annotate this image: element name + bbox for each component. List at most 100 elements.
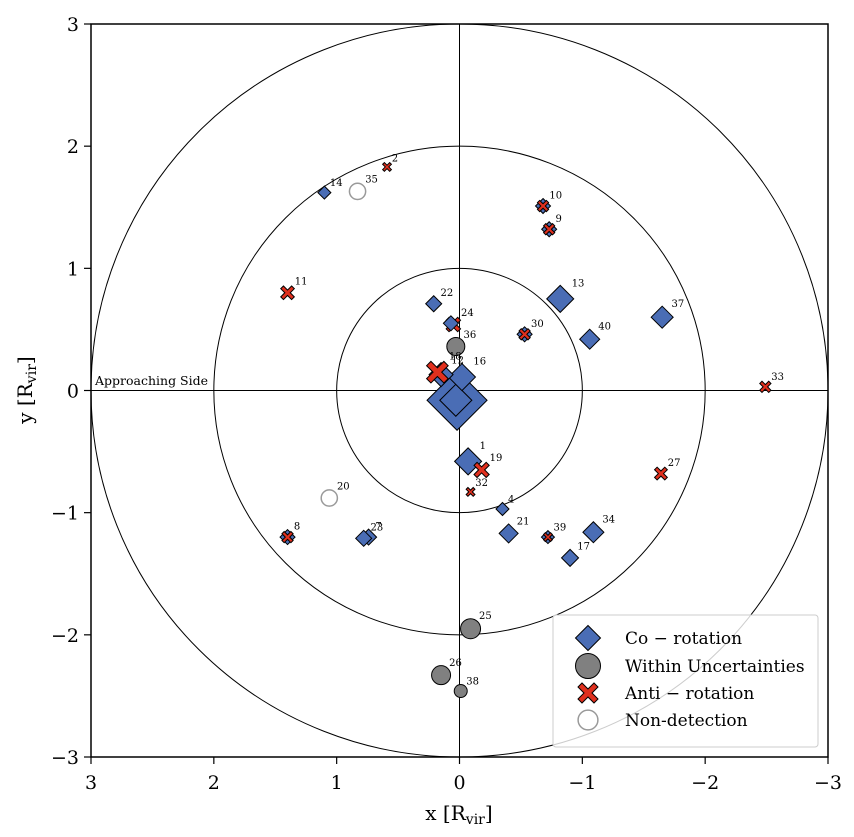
data-point-nondet-35 bbox=[348, 182, 367, 201]
data-point-co-22 bbox=[424, 295, 443, 313]
x-axis-label-sub: vir bbox=[465, 812, 485, 828]
data-points bbox=[279, 161, 772, 699]
point-label-23: 23 bbox=[370, 523, 383, 534]
y-tick-label: 1 bbox=[67, 258, 79, 280]
point-label-12: 12 bbox=[451, 355, 464, 366]
point-label-20: 20 bbox=[337, 481, 350, 492]
x-axis-label-main: x [R bbox=[425, 801, 466, 825]
legend: Co − rotation Within Uncertainties Anti … bbox=[552, 614, 819, 748]
point-label-30: 30 bbox=[531, 319, 544, 330]
data-point-co-37 bbox=[650, 305, 674, 329]
legend-box bbox=[552, 614, 819, 748]
data-point-co-16 bbox=[447, 362, 477, 392]
y-tick-label: −3 bbox=[51, 747, 79, 769]
data-point-co-1 bbox=[439, 383, 473, 417]
legend-label-co: Co − rotation bbox=[625, 629, 742, 649]
x-tick-label: 3 bbox=[85, 772, 97, 794]
x-tick-label: 1 bbox=[331, 772, 343, 794]
point-label-13: 13 bbox=[572, 278, 585, 289]
point-label-36: 36 bbox=[463, 330, 476, 341]
point-label-16: 16 bbox=[473, 357, 486, 368]
point-label-17: 17 bbox=[577, 542, 590, 553]
legend-symbol-within bbox=[575, 653, 601, 679]
data-point-co-1 bbox=[453, 447, 483, 476]
point-label-38: 38 bbox=[466, 677, 479, 688]
legend-marker-anti bbox=[577, 682, 599, 704]
point-label-39: 39 bbox=[553, 523, 566, 534]
x-tick-label: 0 bbox=[453, 772, 465, 794]
point-label-21: 21 bbox=[517, 516, 530, 527]
x-axis-label-end: ] bbox=[485, 801, 493, 825]
legend-label-nondet: Non-detection bbox=[625, 711, 748, 731]
point-label-2: 2 bbox=[392, 153, 398, 164]
data-point-co-40 bbox=[578, 328, 601, 350]
point-label-9: 9 bbox=[556, 214, 562, 225]
point-label-4: 4 bbox=[508, 494, 514, 505]
point-label-14: 14 bbox=[330, 178, 343, 189]
data-point-co-34 bbox=[582, 521, 605, 544]
data-point-within-38 bbox=[453, 684, 468, 699]
y-axis-label-end: ] bbox=[13, 356, 37, 364]
data-point-anti-2 bbox=[381, 161, 393, 173]
data-point-anti-29 bbox=[542, 531, 554, 543]
point-label-1: 1 bbox=[480, 441, 486, 452]
y-tick-label: 0 bbox=[67, 381, 79, 403]
data-point-within-36 bbox=[446, 337, 466, 357]
point-label-24: 24 bbox=[461, 308, 474, 319]
data-point-within-26 bbox=[431, 665, 452, 686]
legend-symbol-nondet bbox=[577, 709, 599, 731]
data-point-anti-18 bbox=[425, 360, 449, 384]
x-tick-label: −3 bbox=[814, 772, 842, 794]
y-axis-label-main: y [R bbox=[13, 382, 37, 424]
data-point-nondet-20 bbox=[320, 489, 339, 507]
y-tick-label: −2 bbox=[51, 625, 79, 647]
point-label-33: 33 bbox=[771, 372, 784, 383]
point-label-8: 8 bbox=[294, 522, 300, 533]
point-label-37: 37 bbox=[672, 299, 685, 310]
legend-marker-co bbox=[574, 624, 602, 652]
data-point-within-25 bbox=[460, 618, 482, 640]
data-point-anti-32 bbox=[465, 486, 476, 498]
point-label-19: 19 bbox=[490, 453, 503, 464]
legend-marker-nondet bbox=[577, 709, 599, 731]
data-point-anti-18 bbox=[542, 222, 556, 236]
data-point-co-13 bbox=[546, 284, 575, 314]
y-axis-label: y [Rvir] bbox=[13, 356, 40, 424]
data-point-anti-10 bbox=[518, 327, 531, 341]
point-label-11: 11 bbox=[295, 277, 308, 288]
x-tick-label: −2 bbox=[691, 772, 719, 794]
data-point-anti-27 bbox=[653, 466, 669, 481]
y-tick-label: 2 bbox=[67, 136, 79, 158]
legend-marker-within bbox=[575, 653, 601, 679]
data-point-anti-11 bbox=[280, 285, 296, 301]
data-point-anti-19 bbox=[473, 461, 490, 479]
legend-label-anti: Anti − rotation bbox=[624, 684, 754, 704]
point-label-32: 32 bbox=[475, 478, 488, 489]
y-tick-label: 3 bbox=[67, 14, 79, 36]
point-label-25: 25 bbox=[479, 611, 492, 622]
data-point-co-7 bbox=[442, 315, 460, 332]
point-label-18: 18 bbox=[449, 352, 462, 363]
legend-symbol-anti bbox=[577, 682, 599, 704]
data-point-co-17 bbox=[560, 548, 580, 568]
point-label-7: 7 bbox=[375, 521, 381, 532]
data-point-co-23 bbox=[354, 529, 373, 548]
x-tick-label: −1 bbox=[568, 772, 596, 794]
data-point-co-14 bbox=[317, 185, 332, 200]
point-label-35: 35 bbox=[365, 175, 378, 186]
legend-symbol-co bbox=[574, 624, 602, 652]
point-label-10: 10 bbox=[549, 191, 562, 202]
point-label-22: 22 bbox=[441, 288, 454, 299]
point-label-34: 34 bbox=[602, 514, 615, 525]
data-point-anti-35 bbox=[281, 530, 294, 544]
y-axis-label-sub: vir bbox=[24, 364, 40, 384]
data-point-anti-16 bbox=[536, 199, 550, 213]
y-tick-label: −1 bbox=[51, 503, 79, 525]
x-axis-label: x [Rvir] bbox=[425, 801, 492, 828]
point-label-27: 27 bbox=[668, 458, 681, 469]
annotation-approaching-side: Approaching Side bbox=[94, 373, 208, 388]
legend-label-within: Within Uncertainties bbox=[625, 657, 805, 677]
data-point-anti-33 bbox=[759, 380, 772, 394]
